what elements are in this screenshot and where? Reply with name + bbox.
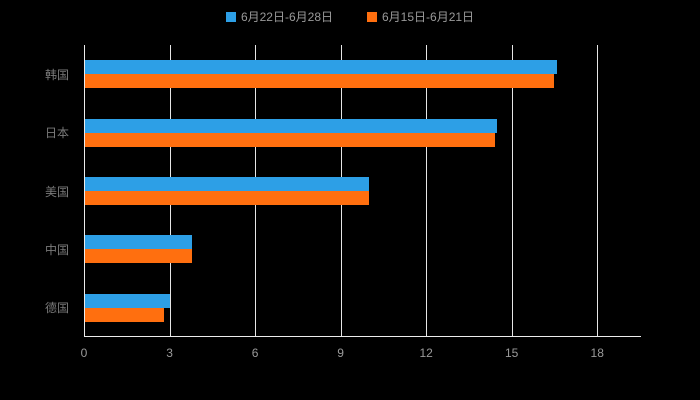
x-axis-tick-3: 3 <box>166 346 173 360</box>
bar-row-0 <box>84 45 640 103</box>
bar-row0-series0[interactable] <box>84 60 558 75</box>
bar-row1-series1[interactable] <box>84 132 495 147</box>
bar-row3-series1[interactable] <box>84 249 193 264</box>
bar-row4-series1[interactable] <box>84 307 164 322</box>
y-axis-label-0: 韩国 <box>44 67 69 82</box>
legend-item-series1[interactable]: 6月15日-6月21日 <box>367 11 474 23</box>
bar-row2-series1[interactable] <box>84 191 370 206</box>
legend-label-series1: 6月15日-6月21日 <box>382 10 475 24</box>
y-axis-label-1: 日本 <box>44 126 69 141</box>
gridline-x18 <box>597 45 599 337</box>
legend-swatch-series0 <box>225 12 236 22</box>
bar-row-1 <box>84 103 640 161</box>
bar-row1-series0[interactable] <box>84 118 498 133</box>
legend-item-series0[interactable]: 6月22日-6月28日 <box>225 10 333 24</box>
bar-row0-series1[interactable] <box>84 74 555 89</box>
x-axis-labels: 0 3 6 9 12 15 18 <box>80 346 640 362</box>
plot-area <box>84 45 641 337</box>
y-axis-label-3: 中国 <box>44 242 69 257</box>
x-axis-tick-12: 12 <box>419 346 433 360</box>
bar-row4-series0[interactable] <box>84 293 170 308</box>
bar-row2-series0[interactable] <box>84 177 370 192</box>
x-axis-tick-15: 15 <box>505 346 519 360</box>
y-axis-labels: 韩国日本美国中国德国 <box>0 45 78 337</box>
legend-label-series0: 6月22日-6月28日 <box>240 10 333 24</box>
bar-row-2 <box>84 162 640 220</box>
chart-legend: 6月22日-6月28日 6月15日-6月21日 <box>0 8 700 26</box>
bar-row3-series0[interactable] <box>84 235 193 250</box>
bar-row-4 <box>84 279 640 337</box>
gridline-x15 <box>511 45 513 337</box>
x-axis-tick-0: 0 <box>80 346 88 360</box>
y-axis-line <box>84 45 85 337</box>
bar-rows <box>84 45 640 337</box>
bar-row-3 <box>84 220 640 278</box>
gridline-x12 <box>426 45 428 337</box>
x-axis-tick-9: 9 <box>337 346 344 360</box>
x-axis-tick-6: 6 <box>251 346 259 360</box>
y-axis-label-2: 美国 <box>44 184 69 199</box>
x-axis-line <box>84 336 641 337</box>
legend-swatch-series1 <box>367 12 377 22</box>
x-axis-tick-18: 18 <box>590 346 604 360</box>
y-axis-label-4: 德国 <box>44 301 69 316</box>
